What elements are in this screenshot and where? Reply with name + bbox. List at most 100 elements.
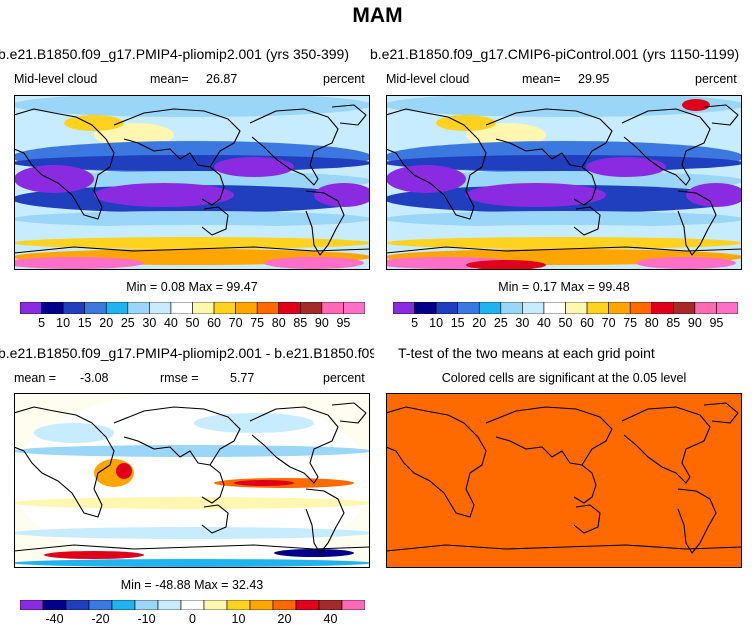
- colorbar-tick-label: 0: [189, 612, 196, 626]
- colorbar-tick-label: 85: [293, 316, 308, 330]
- colorbar-cell: [716, 302, 738, 314]
- colorbar-tick-label: 90: [687, 316, 702, 330]
- max-value-bottom-left: 32.43: [231, 578, 264, 592]
- map-frame: [386, 95, 742, 270]
- colorbar-cell: [343, 302, 365, 314]
- colorbar-cell: [170, 302, 193, 314]
- coastline: [305, 190, 345, 256]
- mean-label-top-right: mean=: [522, 72, 561, 86]
- contour-blob: [314, 183, 370, 207]
- colorbar-tick-label: 80: [644, 316, 659, 330]
- colorbar-cell: [500, 302, 523, 314]
- coastline: [201, 206, 229, 236]
- colorbar-cell: [321, 302, 344, 314]
- contour-blob: [14, 497, 370, 509]
- colorbar-tick-label: 40: [323, 612, 338, 626]
- colorbar-cell: [41, 302, 64, 314]
- colorbar-cell: [629, 302, 653, 314]
- colorbar-cell: [256, 302, 280, 314]
- coastline: [331, 402, 367, 424]
- contour-blob: [14, 165, 94, 193]
- map-background: [386, 393, 742, 568]
- minmax-top-right: Min = 0.17 Max = 99.48: [386, 280, 742, 294]
- min-value-bottom-left: -48.88: [155, 578, 191, 592]
- colorbar-tick-label: 25: [120, 316, 135, 330]
- contour-blob: [436, 115, 496, 131]
- colorbar-tick-label: -40: [45, 612, 64, 626]
- colorbar-cell: [272, 600, 297, 610]
- map-frame: [14, 393, 370, 568]
- colorbar-cell: [478, 302, 502, 314]
- contour-blob: [466, 260, 546, 270]
- coastline: [703, 104, 739, 126]
- colorbar-tick-label: 20: [99, 316, 114, 330]
- colorbar-cell: [105, 302, 129, 314]
- contour-blob: [14, 527, 370, 539]
- max-value-top-left: 99.47: [226, 280, 258, 294]
- subtitle-bottom-right: Colored cells are significant at the 0.0…: [441, 371, 687, 385]
- contour-blob: [44, 551, 144, 559]
- minmax-bottom-left: Min = -48.88 Max = 32.43: [14, 578, 370, 592]
- contour-blob: [14, 559, 370, 567]
- coastline: [331, 104, 367, 126]
- contour-blob: [14, 225, 370, 241]
- colorbar-cell: [295, 600, 320, 610]
- colorbar-cell: [522, 302, 545, 314]
- colorbar-cell: [694, 302, 717, 314]
- coastline: [573, 504, 601, 534]
- coastline: [386, 544, 742, 552]
- colorbar-tick-label: -20: [91, 612, 110, 626]
- mean-label-bottom-left: mean =: [14, 371, 57, 385]
- coastline: [201, 166, 225, 206]
- colorbar-tick-label: 85: [666, 316, 681, 330]
- units-top-right: percent: [695, 72, 737, 86]
- contour-blob: [386, 171, 742, 191]
- colorbar-cell: [84, 302, 107, 314]
- coastline: [386, 406, 487, 518]
- coastline: [14, 246, 370, 254]
- map-panel-bottom-right: [386, 393, 742, 568]
- colorbar-cell: [457, 302, 480, 314]
- coastline: [305, 488, 345, 554]
- colorbar-cell: [226, 600, 251, 610]
- colorbar-tick-label: 15: [77, 316, 92, 330]
- colorbar-cell: [249, 600, 274, 610]
- contour-blob: [14, 445, 370, 457]
- units-top-left: percent: [323, 72, 365, 86]
- colorbar-labels-top-left: 5 10 15 20 25 30 40 50 60 70 75 80 85 90 95: [20, 316, 365, 332]
- colorbar-cell: [278, 302, 301, 314]
- contour-blob: [14, 211, 370, 227]
- contour-blob: [214, 157, 294, 177]
- max-label-top-right: Max =: [560, 280, 595, 294]
- contour-blob: [194, 413, 314, 433]
- map-panel-top-left: [14, 95, 370, 270]
- colorbar-tick-label: 10: [429, 316, 444, 330]
- colorbar-cell: [88, 600, 113, 610]
- coastline: [621, 108, 711, 186]
- coastline: [249, 406, 339, 484]
- contour-blob: [14, 237, 370, 249]
- max-value-top-right: 99.48: [598, 280, 630, 294]
- colorbar-tick-label: 80: [271, 316, 286, 330]
- contour-blob: [34, 423, 114, 443]
- colorbar-cell: [608, 302, 631, 314]
- colorbar-cell: [192, 302, 215, 314]
- colorbar-tick-label: 50: [558, 316, 573, 330]
- colorbar-labels-bottom-left: -40 -20 -10 0 10 20 40: [20, 612, 365, 627]
- colorbar-top-left: [20, 302, 365, 314]
- units-bottom-left: percent: [323, 371, 365, 385]
- colorbar-tick-label: 20: [277, 612, 292, 626]
- colorbar-tick-label: 95: [336, 316, 351, 330]
- panel-title-top-right: b.e21.B1850.f09_g17.CMIP6-piControl.001 …: [370, 46, 740, 62]
- coastline: [14, 544, 370, 552]
- contour-blob: [386, 95, 742, 117]
- minmax-top-left: Min = 0.08 Max = 99.47: [14, 280, 370, 294]
- colorbar-tick-label: 5: [38, 316, 46, 330]
- colorbar-cell: [586, 302, 609, 314]
- coastline: [14, 406, 115, 518]
- colorbar-cell: [203, 600, 228, 610]
- contour-blob: [386, 211, 742, 227]
- contour-blob: [64, 115, 124, 131]
- colorbar-tick-label: 95: [709, 316, 724, 330]
- coastline: [621, 406, 711, 484]
